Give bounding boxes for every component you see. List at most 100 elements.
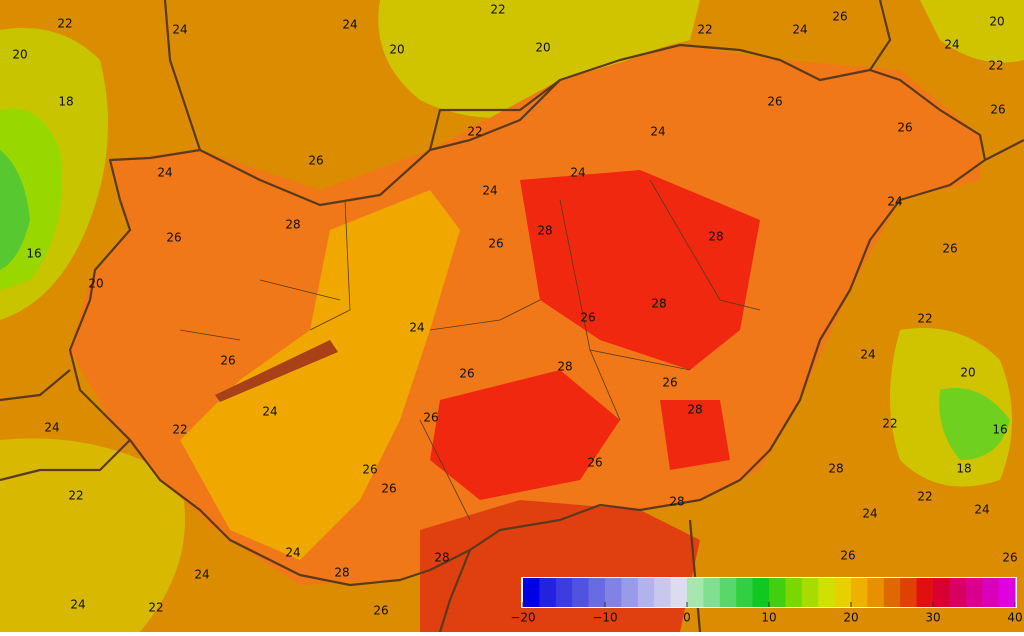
contour-label: 16 (992, 423, 1007, 437)
colorbar-tick-label: −20 (510, 611, 535, 625)
colorbar-swatch (670, 578, 688, 607)
contour-label: 20 (88, 277, 103, 291)
colorbar-swatch (982, 578, 1000, 607)
contour-label: 24 (194, 568, 209, 582)
colorbar-swatch (703, 578, 721, 607)
contour-label: 26 (308, 154, 323, 168)
contour-label: 28 (687, 403, 702, 417)
contour-label: 20 (535, 41, 550, 55)
contour-label: 22 (988, 59, 1003, 73)
region-orange (180, 190, 460, 560)
contour-label: 26 (362, 463, 377, 477)
colorbar-swatch (998, 578, 1016, 607)
contour-label: 28 (828, 462, 843, 476)
contour-label: 24 (409, 321, 424, 335)
contour-label: 26 (587, 456, 602, 470)
country-border (68, 43, 987, 587)
contour-label: 22 (172, 423, 187, 437)
contour-label: 22 (148, 601, 163, 615)
contour-label: 24 (860, 348, 875, 362)
contour-label: 16 (26, 247, 41, 261)
contour-label: 24 (650, 125, 665, 139)
contour-label: 24 (570, 166, 585, 180)
contour-label: 26 (990, 103, 1005, 117)
contour-label: 26 (220, 354, 235, 368)
contour-label: 24 (157, 166, 172, 180)
contour-label: 22 (917, 312, 932, 326)
region-red (660, 400, 730, 470)
contour-label: 24 (944, 38, 959, 52)
colorbar-tick-label: 30 (925, 611, 940, 625)
contour-label: 28 (708, 230, 723, 244)
contour-label: 28 (434, 551, 449, 565)
region-green-2 (0, 150, 30, 270)
colorbar-swatch (719, 578, 737, 607)
colorbar-tick-label: 0 (683, 611, 691, 625)
contour-label: 28 (334, 566, 349, 580)
colorbar-swatch (572, 578, 590, 607)
colorbar-swatch (555, 578, 573, 607)
colorbar-swatch (933, 578, 950, 607)
colorbar-swatch (785, 578, 803, 607)
contour-label: 24 (44, 421, 59, 435)
colorbar-swatch (654, 578, 672, 607)
contour-label: 26 (580, 311, 595, 325)
colorbar-swatch (851, 578, 868, 607)
contour-label: 18 (58, 95, 73, 109)
region-yellow (378, 0, 700, 118)
contour-label: 26 (767, 95, 782, 109)
contour-label: 24 (172, 23, 187, 37)
colorbar-swatch (818, 578, 836, 607)
colorbar-swatch (637, 578, 655, 607)
contour-label: 26 (840, 549, 855, 563)
contour-label: 26 (662, 376, 677, 390)
contour-label: 22 (882, 417, 897, 431)
county-border (179, 179, 761, 521)
colorbar-tick-label: 10 (761, 611, 776, 625)
colorbar-swatch (752, 578, 770, 607)
contour-label: 26 (942, 242, 957, 256)
colorbar-swatch (539, 578, 557, 607)
colorbar-swatch (965, 578, 983, 607)
contour-label: 26 (166, 231, 181, 245)
contour-label: 26 (459, 367, 474, 381)
colorbar-swatch (523, 578, 540, 607)
colorbar-swatch (621, 578, 639, 607)
colorbar-swatch (736, 578, 754, 607)
colorbar-swatch (916, 578, 934, 607)
contour-label: 22 (490, 3, 505, 17)
contour-label: 20 (960, 366, 975, 380)
contour-label: 28 (537, 224, 552, 238)
contour-label: 20 (12, 48, 27, 62)
contour-label: 26 (832, 10, 847, 24)
region-green (939, 388, 1010, 460)
contour-label: 22 (467, 125, 482, 139)
colorbar-tick-label: 40 (1007, 611, 1022, 625)
contour-label: 28 (669, 495, 684, 509)
contour-label: 22 (697, 23, 712, 37)
contour-label: 26 (897, 121, 912, 135)
contour-label: 26 (423, 411, 438, 425)
colorbar-swatch (801, 578, 819, 607)
balaton (215, 340, 338, 402)
contour-label: 20 (389, 43, 404, 57)
colorbar-swatch (769, 578, 786, 607)
contour-label: 24 (70, 598, 85, 612)
region-red (430, 370, 620, 500)
contour-label: 24 (342, 18, 357, 32)
colorbar-swatch (883, 578, 901, 607)
colorbar-swatch (949, 578, 967, 607)
contour-label: 26 (1002, 551, 1017, 565)
colorbar-swatch (588, 578, 606, 607)
region-yellow (920, 0, 1024, 63)
contour-label: 24 (887, 195, 902, 209)
colorbar-tick-label: 20 (843, 611, 858, 625)
colorbar-swatch (900, 578, 918, 607)
contour-label: 20 (989, 15, 1004, 29)
contour-label: 28 (651, 297, 666, 311)
region-red (520, 170, 760, 370)
colorbar-swatch (834, 578, 852, 607)
contour-label: 22 (68, 489, 83, 503)
